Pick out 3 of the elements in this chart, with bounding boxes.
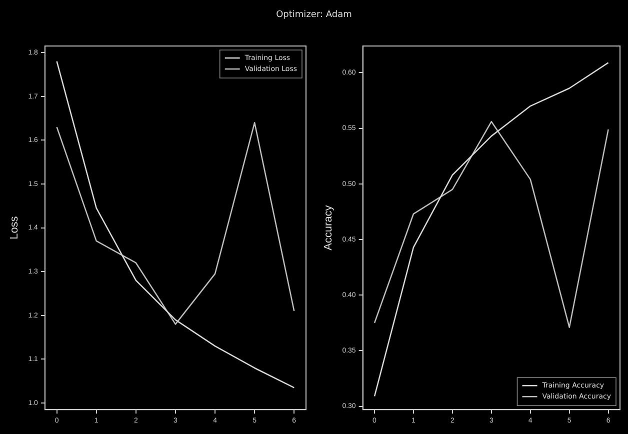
chart-title: Optimizer: Adam [275,9,353,22]
y-axis-title: Accuracy [322,204,335,250]
y-axis-title: Loss [8,216,21,240]
